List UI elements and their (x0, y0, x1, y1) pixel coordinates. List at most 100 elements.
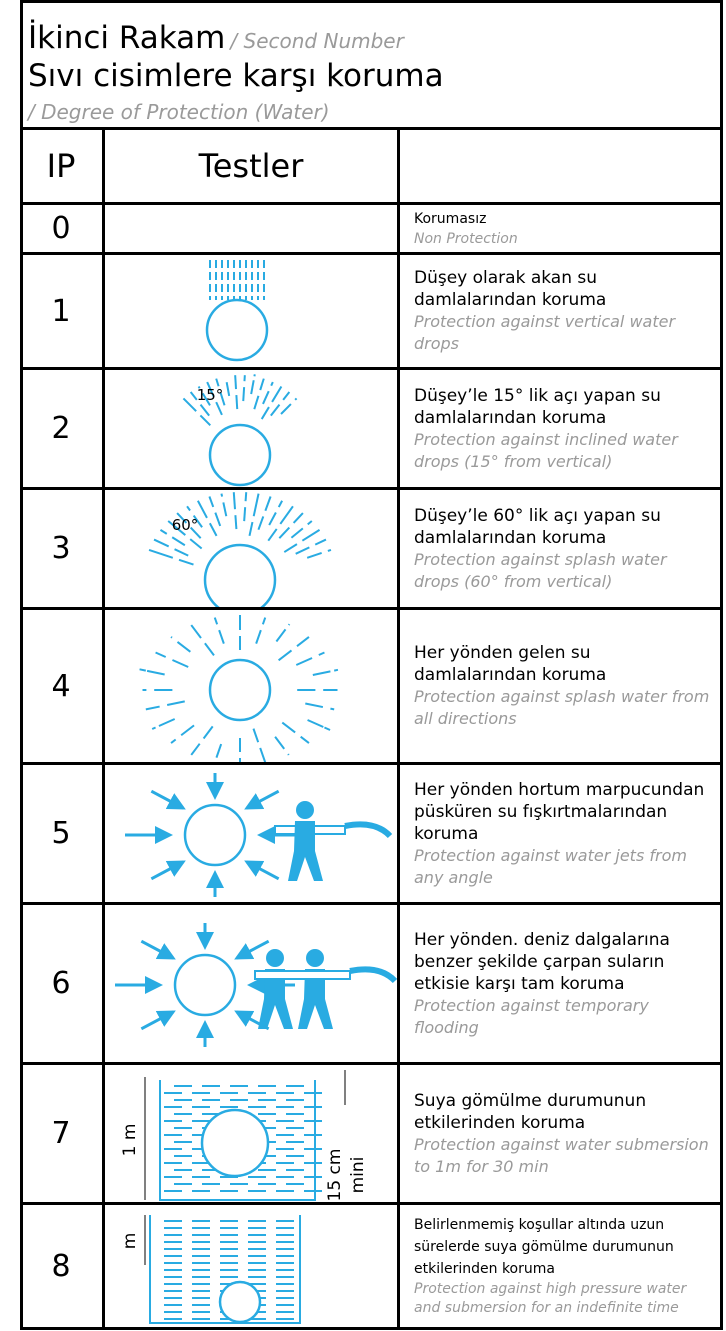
description-cell: Düşey’le 15° lik açı yapan su damlaların… (400, 370, 723, 490)
spray-line (249, 522, 252, 536)
spray-line (146, 707, 160, 710)
spray-line (297, 637, 309, 646)
spray-line (171, 739, 176, 743)
spray-line (234, 492, 235, 509)
spray-line (301, 737, 309, 743)
spray-line (221, 494, 222, 497)
spray-line (308, 521, 312, 524)
hose-tail (345, 824, 390, 836)
spray-line (328, 550, 331, 551)
spray-line (313, 671, 331, 675)
spray-line (243, 387, 244, 401)
spray-line (308, 720, 324, 727)
spray-line (268, 529, 276, 541)
spray-line (294, 513, 303, 523)
description-en: Protection against splash water from all… (414, 686, 713, 730)
spray-line (302, 530, 319, 541)
spray-line (209, 497, 213, 507)
figure-label: 60° (172, 516, 199, 534)
spray-line (263, 618, 265, 625)
spray-line (254, 396, 258, 409)
spray-line (175, 549, 189, 555)
figure-cell: 15° (105, 370, 400, 490)
header-cell: IP (20, 130, 105, 205)
description-en: Protection against water submersion to 1… (414, 1134, 713, 1178)
spray-line (275, 737, 284, 749)
header-cell (400, 130, 723, 205)
spray-line (272, 387, 281, 402)
description-tr: Düşey olarak akan su damlalarından korum… (414, 267, 713, 311)
description-cell: Her yönden hortum marpucundan püsküren s… (400, 765, 723, 905)
spray-line (271, 382, 273, 386)
figure-cell: m (105, 1205, 400, 1330)
figure-label: 15 cm (325, 1149, 345, 1202)
spray-line (319, 653, 325, 656)
figure-label: mini (348, 1157, 368, 1194)
hose (255, 971, 350, 979)
spray-line (258, 516, 263, 529)
spray-line (235, 515, 236, 529)
arrow (247, 862, 279, 879)
person-head (296, 801, 314, 819)
figure-label: 15° (197, 386, 224, 404)
description-tr: Belirlenmemiş koşullar altında uzun süre… (414, 1214, 713, 1280)
spray-line (172, 660, 188, 667)
spray-line (177, 642, 190, 652)
figure: 60° (105, 490, 397, 607)
spray-line (198, 501, 207, 518)
description-en: Protection against splash water drops (6… (414, 549, 713, 593)
spray-line (181, 725, 194, 735)
spray-line (254, 494, 259, 517)
description-tr: Suya gömülme durumunun etkilerinden koru… (414, 1090, 713, 1134)
spray-line (281, 404, 291, 414)
title-line: İkinci Rakam / Second Number (28, 20, 404, 56)
spray-line (282, 723, 295, 733)
description-en: Non Protection (414, 230, 713, 249)
arrow (247, 791, 279, 808)
header-cell: Testler (105, 130, 400, 205)
figure (105, 610, 397, 762)
figure-cell (105, 255, 400, 370)
description-tr: Korumasız (414, 208, 713, 230)
spray-line (205, 643, 214, 655)
person-head (266, 949, 284, 967)
spray-line (271, 405, 280, 416)
spray-line (315, 540, 326, 545)
spray-line (191, 625, 201, 638)
description-tr: Her yönden hortum marpucundan püsküren s… (414, 779, 713, 845)
spray-line (172, 537, 185, 545)
spray-line (216, 744, 221, 758)
spray-line (204, 726, 213, 738)
description-cell: Düşey olarak akan su damlalarından korum… (400, 255, 723, 370)
spray-line (260, 748, 265, 762)
spray-line (253, 729, 258, 743)
spray-line (179, 560, 193, 565)
spray-line (152, 728, 155, 730)
figure-cell: 60° (105, 490, 400, 610)
spray-line (236, 395, 237, 409)
spray-line (223, 502, 226, 516)
ip-cell: 3 (20, 490, 105, 610)
description-cell: Her yönden gelen su damlalarından koruma… (400, 610, 723, 765)
spray-line (215, 513, 220, 526)
spray-line (149, 550, 173, 558)
spray-line (160, 530, 166, 534)
spray-line (295, 398, 296, 399)
spray-line (167, 701, 185, 705)
spray-line (305, 703, 323, 707)
arrow (141, 941, 173, 958)
spray-line (307, 553, 321, 558)
figure-label: 1 m (120, 1124, 140, 1157)
figure-cell (105, 765, 400, 905)
figure-cell (105, 610, 400, 765)
spray-line (140, 669, 146, 670)
spray-line (263, 391, 269, 404)
arrow (141, 1012, 173, 1029)
spray-line (156, 653, 166, 658)
spray-line (284, 544, 297, 552)
spray-line (289, 624, 290, 625)
object (202, 1110, 268, 1176)
description-tr: Düşey’le 15° lik açı yapan su damlaların… (414, 385, 713, 429)
